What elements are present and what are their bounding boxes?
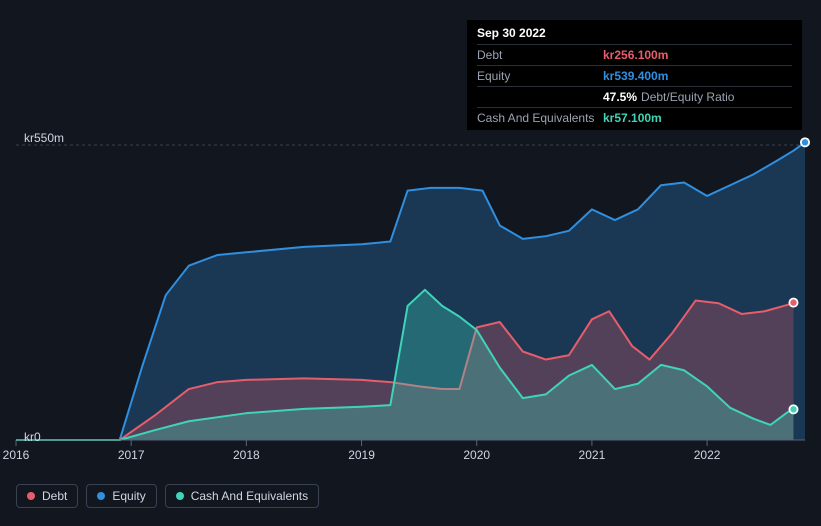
x-axis-label: 2017: [118, 448, 145, 462]
x-axis-label: 2022: [694, 448, 721, 462]
tooltip-row-value: kr539.400m: [603, 69, 668, 83]
y-axis-label-top: kr550m: [24, 131, 64, 145]
legend-dot-icon: [97, 492, 105, 500]
tooltip-row: Equitykr539.400m: [477, 66, 792, 87]
tooltip-title: Sep 30 2022: [477, 26, 792, 45]
x-axis-label: 2016: [3, 448, 30, 462]
y-axis-label-bottom: kr0: [24, 430, 41, 444]
tooltip-ratio-label: Debt/Equity Ratio: [641, 90, 734, 104]
tooltip-row-label: Cash And Equivalents: [477, 111, 603, 125]
tooltip-row-label: Equity: [477, 69, 603, 83]
legend: Debt Equity Cash And Equivalents: [16, 484, 319, 508]
tooltip-row-label: [477, 90, 603, 104]
tooltip-row-value: kr256.100m: [603, 48, 668, 62]
x-axis-label: 2020: [463, 448, 490, 462]
tooltip-row: 47.5% Debt/Equity Ratio: [477, 87, 792, 108]
legend-item-equity[interactable]: Equity: [86, 484, 156, 508]
legend-item-cash[interactable]: Cash And Equivalents: [165, 484, 319, 508]
tooltip-ratio-pct: 47.5%: [603, 90, 637, 104]
x-axis-label: 2018: [233, 448, 260, 462]
tooltip-row: Debtkr256.100m: [477, 45, 792, 66]
tooltip-row: Cash And Equivalentskr57.100m: [477, 108, 792, 128]
legend-dot-icon: [176, 492, 184, 500]
tooltip-row-label: Debt: [477, 48, 603, 62]
legend-item-label: Debt: [42, 489, 67, 503]
legend-item-label: Cash And Equivalents: [191, 489, 308, 503]
x-axis-label: 2019: [348, 448, 375, 462]
x-axis-label: 2021: [579, 448, 606, 462]
legend-item-label: Equity: [112, 489, 145, 503]
legend-item-debt[interactable]: Debt: [16, 484, 78, 508]
tooltip-row-value: kr57.100m: [603, 111, 662, 125]
legend-dot-icon: [27, 492, 35, 500]
tooltip: Sep 30 2022 Debtkr256.100mEquitykr539.40…: [467, 20, 802, 130]
chart-container: kr550m kr0 2016201720182019202020212022 …: [0, 0, 821, 526]
